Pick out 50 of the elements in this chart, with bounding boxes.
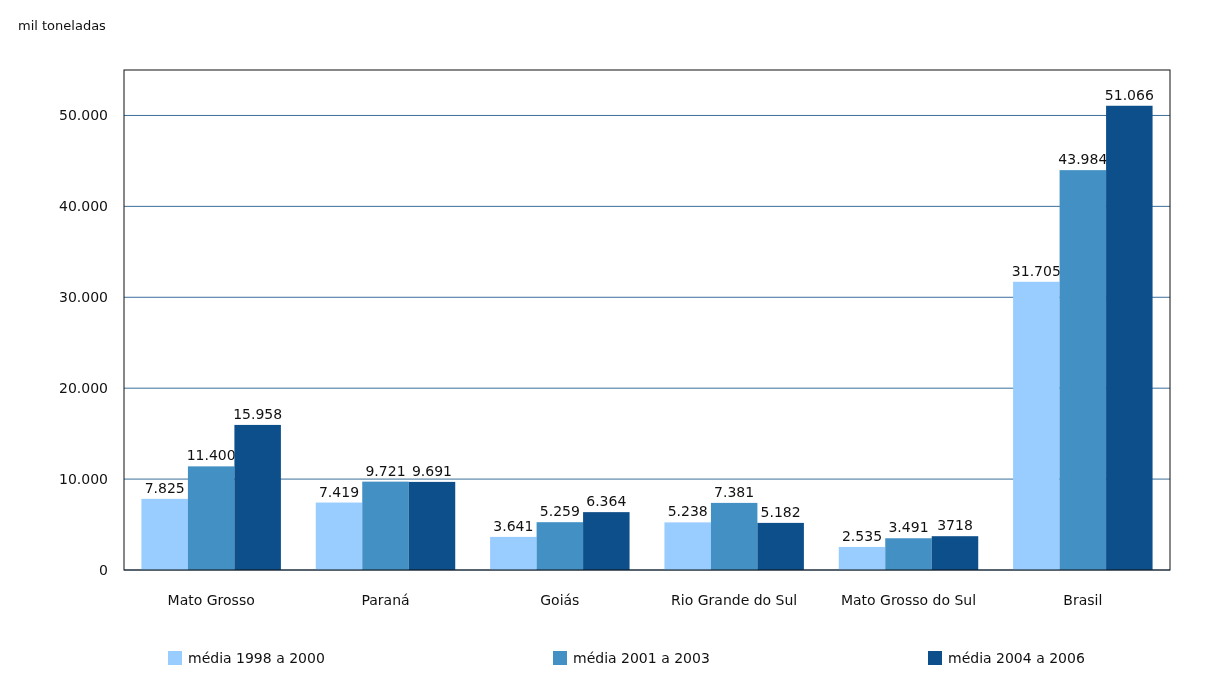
bar	[757, 522, 804, 570]
bar	[838, 546, 886, 570]
data-label: 5.259	[539, 503, 580, 520]
data-label: 3718	[937, 517, 973, 534]
data-label: 9.721	[365, 462, 406, 479]
data-label: 7.381	[714, 483, 755, 500]
bar	[710, 502, 758, 570]
data-label: 3.491	[888, 519, 929, 536]
data-label: 51.066	[1104, 86, 1154, 103]
data-label: 5.182	[760, 503, 801, 520]
data-label: 7.419	[318, 483, 360, 500]
bar	[141, 498, 188, 570]
legend-label: média 2004 a 2006	[948, 650, 1085, 666]
bar	[362, 481, 409, 570]
x-tick-label: Mato Grosso do Sul	[840, 592, 977, 608]
bar	[187, 466, 235, 570]
x-tick-label: Mato Grosso	[167, 592, 255, 608]
data-label: 2.535	[841, 527, 883, 544]
data-label: 7.825	[144, 479, 185, 496]
bar	[1013, 281, 1060, 570]
data-label: 9.691	[411, 462, 453, 479]
x-tick-label: Paraná	[361, 592, 410, 608]
bar	[315, 502, 363, 570]
data-label: 6.364	[586, 493, 627, 510]
bar	[664, 522, 711, 570]
bar	[234, 424, 281, 570]
bar	[536, 522, 584, 570]
y-axis-title: mil toneladas	[18, 18, 107, 33]
y-tick-label: 50.000	[59, 107, 108, 124]
bar	[490, 536, 537, 570]
bar	[1059, 170, 1107, 570]
bar	[408, 481, 456, 570]
data-label: 15.958	[233, 405, 283, 422]
legend-label: média 2001 a 2003	[573, 650, 710, 666]
data-label: 5.238	[667, 503, 708, 520]
x-tick-label: Brasil	[1063, 592, 1103, 608]
data-label: 3.641	[493, 517, 534, 534]
bar	[931, 536, 979, 570]
y-tick-label: 10.000	[59, 471, 108, 488]
data-label: 31.705	[1011, 262, 1061, 279]
y-tick-label: 30.000	[59, 289, 108, 306]
y-tick-label: 20.000	[59, 380, 108, 397]
bar	[583, 512, 630, 570]
y-tick-label: 40.000	[59, 198, 108, 215]
bar	[885, 538, 932, 570]
bar	[1106, 105, 1153, 570]
x-tick-label: Rio Grande do Sul	[671, 592, 798, 608]
y-tick-label: 0	[99, 562, 108, 578]
legend-label: média 1998 a 2000	[188, 650, 325, 666]
x-tick-label: Goiás	[540, 592, 580, 608]
